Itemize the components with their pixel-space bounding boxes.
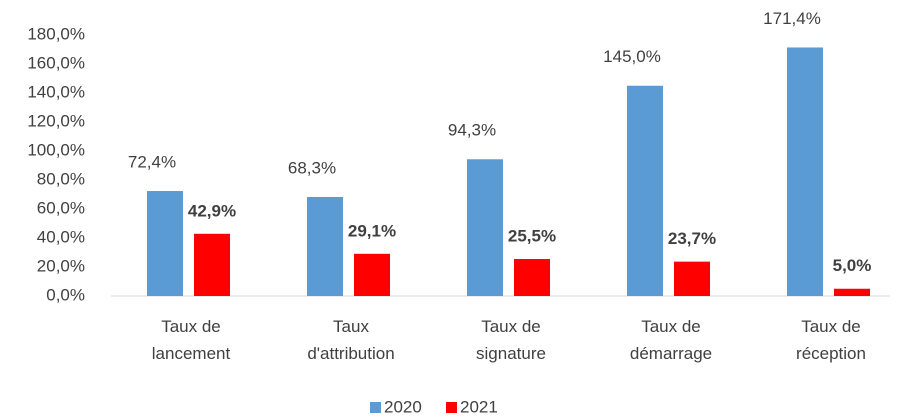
value-label: 94,3%: [448, 121, 496, 140]
x-tick-label: Taux de lancement: [152, 317, 231, 363]
bar: [674, 261, 710, 296]
value-label: 145,0%: [603, 47, 661, 66]
y-tick-label: 100,0%: [27, 140, 85, 159]
x-tick-label: Taux de signature: [476, 317, 546, 363]
value-label: 171,4%: [763, 9, 821, 28]
y-tick-label: 80,0%: [37, 169, 85, 188]
value-label: 25,5%: [508, 227, 556, 246]
value-label: 29,1%: [348, 221, 396, 240]
y-tick-label: 60,0%: [37, 198, 85, 217]
y-tick-label: 0,0%: [46, 285, 85, 304]
value-label: 42,9%: [188, 201, 236, 220]
legend-label: 2021: [460, 397, 498, 416]
value-label: 68,3%: [288, 158, 336, 177]
bar: [627, 85, 663, 296]
x-tick-label: Taux d'attribution: [307, 317, 394, 363]
y-tick-label: 140,0%: [27, 82, 85, 101]
y-tick-label: 20,0%: [37, 256, 85, 275]
y-tick-label: 160,0%: [27, 53, 85, 72]
legend-label: 2020: [384, 397, 422, 416]
bar: [307, 196, 343, 296]
bar: [147, 191, 183, 296]
x-tick-label: Taux de réception: [796, 317, 866, 363]
y-tick-label: 180,0%: [27, 24, 85, 43]
y-tick-label: 120,0%: [27, 111, 85, 130]
legend-swatch: [370, 402, 381, 413]
value-label: 72,4%: [128, 153, 176, 172]
bar: [467, 159, 503, 296]
y-tick-label: 40,0%: [37, 227, 85, 246]
bar: [514, 259, 550, 296]
bar: [354, 253, 390, 296]
bar: [834, 288, 870, 296]
value-label: 5,0%: [833, 256, 872, 275]
bar: [787, 47, 823, 296]
x-tick-label: Taux de démarrage: [630, 317, 712, 363]
value-label: 23,7%: [668, 229, 716, 248]
bar: [194, 233, 230, 296]
legend-swatch: [446, 402, 457, 413]
